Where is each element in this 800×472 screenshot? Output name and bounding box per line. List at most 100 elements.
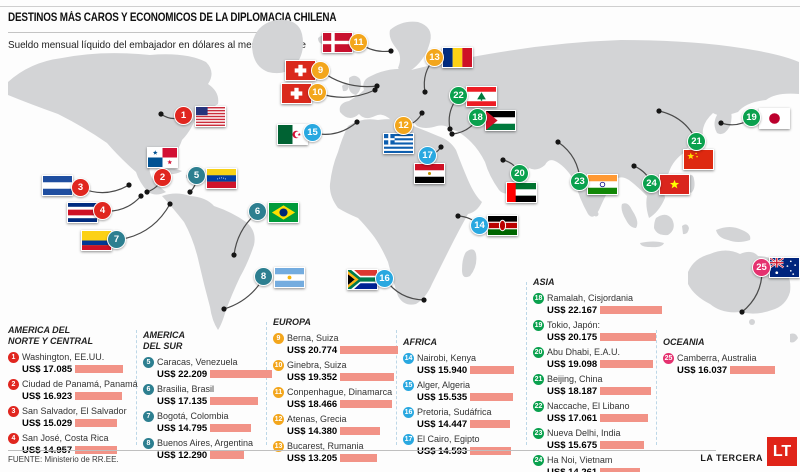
map-marker-25: 25 [752,258,771,277]
value-label: US$ 15.940 [417,364,468,376]
map-marker-10: 10 [308,83,327,102]
value-bar [340,454,378,463]
map-marker-9: 9 [311,61,330,80]
location-dot [500,157,506,163]
rank-badge: 24 [533,454,544,466]
city-label: Berna, Suiza [287,333,339,344]
jp-flag [759,108,790,129]
ps-flag [485,110,516,131]
legend-region-3: EUROPA 9 Berna, Suiza US$ 20.774 10 Ginebra, … [273,317,399,468]
continent-eurasia [339,40,799,218]
list-item: 12 Atenas, Grecia US$ 14.380 [273,413,398,437]
ae-flag [506,182,537,203]
value-bar [600,468,641,472]
city-label: Tokio, Japón: [547,320,601,331]
rank-badge: 7 [143,410,154,422]
title-rule [8,32,295,33]
island-newzealand [790,333,798,343]
value-label: US$ 14.447 [417,418,468,430]
city-label: Brasilia, Brasil [157,384,215,395]
region-title: AMERICA DEL SUR [143,330,185,351]
br-flag [268,202,299,223]
location-dot [354,119,360,125]
list-item: 25 Camberra, Australia US$ 16.037 [663,352,776,376]
value-label: US$ 16.037 [677,364,728,376]
location-dot [422,89,428,95]
value-label: US$ 19.098 [547,358,598,370]
rank-badge: 2 [8,378,19,390]
map-marker-18: 18 [468,108,487,127]
city-label: Naccache, El Libano [547,401,630,412]
map-marker-6: 6 [248,202,267,221]
co-flag [81,230,112,251]
list-item: 9 Berna, Suiza US$ 20.774 [273,332,399,356]
list-item: 15 Alger, Algeria US$ 15.535 [403,379,514,403]
la-tercera-logo: LT [767,437,797,466]
value-bar [470,447,512,456]
cn-flag [683,149,714,170]
rank-badge: 1 [8,351,19,363]
location-dot [421,297,427,303]
rank-badge: 17 [403,433,414,445]
top-rule [0,6,800,7]
value-label: US$ 17.085 [22,363,73,375]
map-marker-21: 21 [687,132,706,151]
location-dot [144,189,150,195]
value-label: US$ 17.135 [157,395,208,407]
list-item: 20 Abu Dhabi, E.A.U. US$ 19.098 [533,346,662,370]
list-item: 17 El Cairo, Egipto US$ 14.593 [403,433,514,457]
city-label: Beijing, China [547,374,603,385]
value-label: US$ 22.167 [547,304,598,316]
list-item: 23 Nueva Delhi, India US$ 15.675 [533,427,662,451]
list-item: 19 Tokio, Japón: US$ 20.175 [533,319,662,343]
rank-badge: 10 [273,359,284,371]
region-title: AMERICA DEL NORTE Y CENTRAL [8,325,94,346]
map-marker-2: 2 [153,168,172,187]
rank-badge: 14 [403,352,414,364]
location-dot [656,108,662,114]
city-label: Nueva Delhi, India [547,428,621,439]
value-bar [75,392,123,401]
value-bar [600,333,657,342]
ar-flag [274,267,305,288]
vn-flag [659,174,690,195]
list-item: 22 Naccache, El Libano US$ 17.061 [533,400,662,424]
value-bar [75,365,124,374]
city-label: Atenas, Grecia [287,414,347,425]
value-bar [210,424,252,433]
region-title: OCEANIA [663,337,705,347]
city-label: Pretoria, Sudáfrica [417,407,492,418]
location-dot [739,309,745,315]
page-title: DESTINOS MÁS CAROS Y ECONOMICOS DE LA DI… [8,12,337,24]
location-dot [388,48,394,54]
value-bar [470,420,511,429]
map-marker-23: 23 [570,172,589,191]
island-newguinea [716,227,751,242]
value-bar [210,370,273,379]
value-bar [600,414,649,423]
map-marker-13: 13 [425,48,444,67]
map-marker-12: 12 [394,116,413,135]
location-dot [449,131,455,137]
map-marker-14: 14 [470,216,489,235]
city-label: Ciudad de Panamá, Panamá [22,379,138,390]
rank-badge: 22 [533,400,544,412]
sv-flag [42,175,73,196]
city-label: Nairobi, Kenya [417,353,477,364]
city-label: Buenos Aires, Argentina [157,438,254,449]
value-label: US$ 17.061 [547,412,598,424]
map-marker-8: 8 [254,267,273,286]
brand-name: LA TERCERA [700,453,763,463]
map-marker-3: 3 [71,178,90,197]
city-label: Alger, Algeria [417,380,471,391]
location-dot [138,193,144,199]
continent-greenland [252,19,304,74]
location-dot [718,120,724,126]
location-dot [374,83,380,89]
ch-flag [285,60,316,81]
map-marker-7: 7 [107,230,126,249]
rank-badge: 9 [273,332,284,344]
rank-badge: 5 [143,356,154,368]
cr-flag [67,202,98,223]
